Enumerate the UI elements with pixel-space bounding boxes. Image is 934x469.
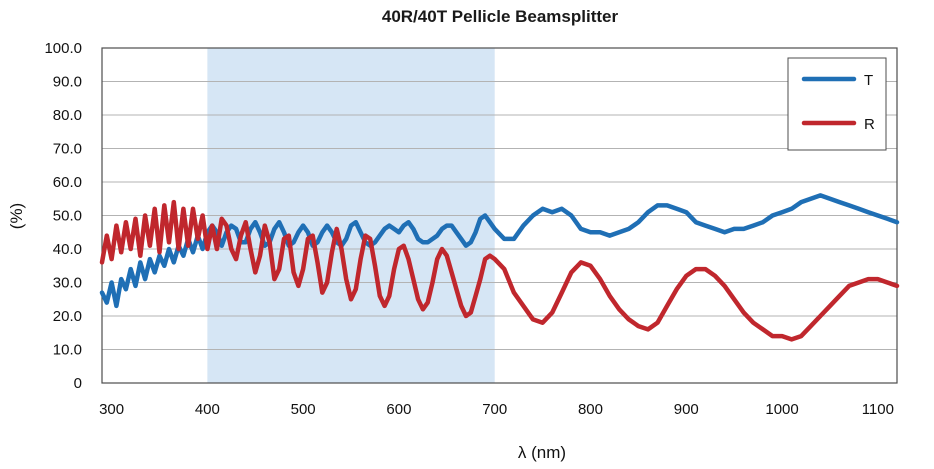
y-tick-label: 60.0: [53, 174, 82, 191]
plot-frame: [101, 47, 898, 384]
x-tick-label: 400: [195, 401, 220, 418]
x-tick-label: 500: [291, 401, 316, 418]
legend-box: [787, 57, 887, 151]
y-axis-label: (%): [7, 203, 26, 229]
x-axis-label: λ (nm): [518, 443, 566, 462]
y-tick-label: 20.0: [53, 308, 82, 325]
y-tick-label: 80.0: [53, 107, 82, 124]
y-tick-label: 40.0: [53, 241, 82, 258]
chart-title: 40R/40T Pellicle Beamsplitter: [382, 7, 619, 26]
x-tick-label: 700: [482, 401, 507, 418]
legend-label-t: T: [864, 72, 873, 89]
x-tick-label: 1000: [765, 401, 798, 418]
plot-area: 0 10.0 20.0 30.0 40.0 50.0 60.0 70.0 80.0 90.0 100…: [44, 40, 900, 418]
legend-label-r: R: [864, 116, 875, 133]
y-tick-label: 100.0: [44, 40, 82, 57]
y-tick-label: 90.0: [53, 74, 82, 91]
x-tick-label: 600: [386, 401, 411, 418]
x-tick-label: 1100: [862, 401, 894, 418]
series-line-r: [99, 199, 900, 342]
y-tick-label: 50.0: [53, 208, 82, 225]
y-tick-label: 0: [74, 375, 82, 392]
x-tick-label: 300: [99, 401, 124, 418]
y-tick-label: 10.0: [53, 342, 82, 359]
x-tick-label: 800: [578, 401, 603, 418]
series-line-t: [99, 193, 900, 309]
y-tick-label: 30.0: [53, 275, 82, 292]
x-tick-label: 900: [674, 401, 699, 418]
y-tick-label: 70.0: [53, 141, 82, 158]
